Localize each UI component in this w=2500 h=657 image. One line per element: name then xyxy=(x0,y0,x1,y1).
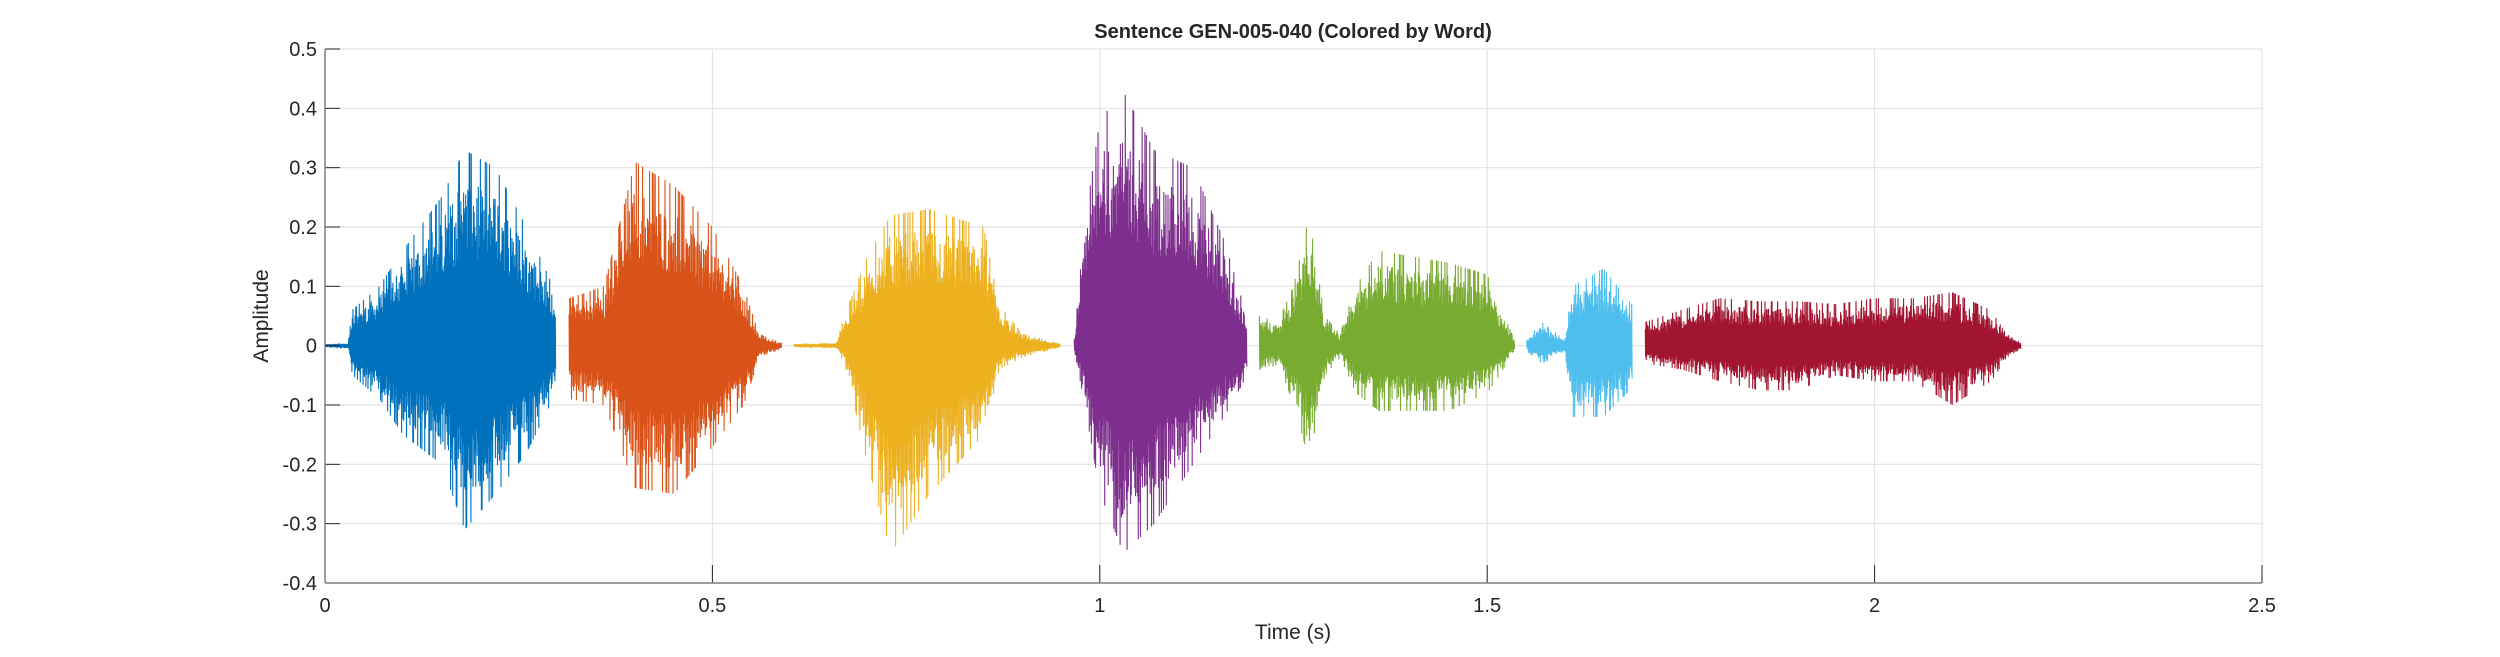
word-segment-5 xyxy=(1258,227,1516,445)
word-segment-2 xyxy=(568,162,783,494)
word-segment-6 xyxy=(1526,269,1633,417)
word-segment-4 xyxy=(1073,94,1248,550)
y-tick-label: -0.3 xyxy=(283,514,317,536)
axes xyxy=(324,48,2263,584)
y-axis-label: Amplitude xyxy=(250,269,273,362)
word-segment-3 xyxy=(793,209,1061,547)
x-tick-label: 1.5 xyxy=(1473,595,1501,617)
tick-labels: -0.4 -0.3 -0.2 -0.1 0 0.1 0.2 0.3 0.4 0.5 0 0.5 1 1.5… xyxy=(283,39,2276,617)
x-tick-label: 2.5 xyxy=(2248,595,2276,617)
x-axis-label: Time (s) xyxy=(1255,621,1331,644)
y-tick-label: 0.4 xyxy=(289,98,317,120)
x-tick-label: 0 xyxy=(319,595,330,617)
x-tick-label: 1 xyxy=(1094,595,1105,617)
y-tick-label: 0.2 xyxy=(289,217,317,239)
word-segment-7 xyxy=(1644,292,2022,405)
y-tick-label: 0.5 xyxy=(289,39,317,61)
chart-title: Sentence GEN-005-040 (Colored by Word) xyxy=(1094,21,1492,43)
y-tick-label: 0.1 xyxy=(289,276,317,298)
y-tick-label: -0.2 xyxy=(283,454,317,476)
y-tick-label: -0.4 xyxy=(283,573,317,595)
x-tick-label: 0.5 xyxy=(698,595,726,617)
y-tick-label: 0 xyxy=(306,336,317,358)
y-tick-label: -0.1 xyxy=(283,395,317,417)
x-tick-label: 2 xyxy=(1869,595,1880,617)
waveform-series xyxy=(324,94,2022,550)
y-tick-label: 0.3 xyxy=(289,158,317,180)
word-segment-1 xyxy=(324,152,557,529)
